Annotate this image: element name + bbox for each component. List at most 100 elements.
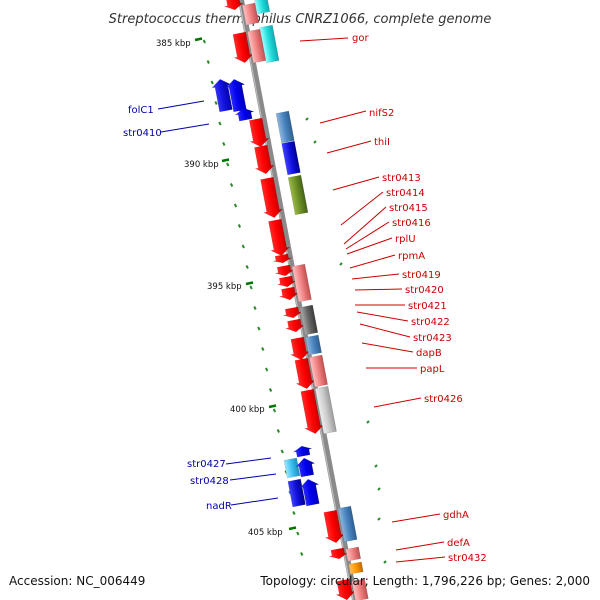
scale-dot xyxy=(261,347,265,351)
topology-text: Topology: circular; Length: 1,796,226 bp… xyxy=(260,574,590,588)
scale-dot xyxy=(265,367,269,372)
gene-label-thiI[interactable]: thiI xyxy=(374,137,390,148)
gene-arrow-str0416[interactable] xyxy=(274,264,295,277)
leader-line xyxy=(160,123,210,133)
gene-arrow-papL-red[interactable] xyxy=(292,357,316,390)
scale-dot xyxy=(202,39,206,44)
gene-label-rplU[interactable]: rplU xyxy=(395,234,416,245)
gene-arrow-top-cyan[interactable] xyxy=(254,0,271,15)
gene-label-str0414[interactable]: str0414 xyxy=(386,188,425,199)
gene-arrow-str0427b[interactable] xyxy=(283,457,301,479)
leader-line xyxy=(332,176,380,191)
leader-line xyxy=(319,110,367,124)
gene-arrow-rpmA[interactable] xyxy=(278,286,300,301)
gene-label-dapB[interactable]: dapB xyxy=(416,348,442,359)
leader-line xyxy=(299,37,349,42)
gene-label-str0422[interactable]: str0422 xyxy=(411,317,450,328)
gene-label-str0420[interactable]: str0420 xyxy=(405,285,444,296)
accession-text: Accession: NC_006449 xyxy=(9,574,146,588)
gene-label-str0415[interactable]: str0415 xyxy=(389,203,428,214)
gene-label-papL[interactable]: papL xyxy=(420,364,445,375)
gene-arrow-bottom-red[interactable] xyxy=(334,578,356,600)
leader-line xyxy=(391,513,441,523)
gene-arrow-nifS2[interactable] xyxy=(275,110,295,144)
gene-arrow-str0413[interactable] xyxy=(287,174,309,216)
gene-arrow-str0414[interactable] xyxy=(266,218,291,258)
gene-arrow-nadR-b[interactable] xyxy=(299,477,323,507)
gene-arrow-thiI-red[interactable] xyxy=(251,144,275,175)
scale-dot xyxy=(226,162,230,167)
scale-dot xyxy=(272,408,277,413)
gene-arrow-dapB[interactable] xyxy=(305,334,322,356)
leader-line xyxy=(345,221,390,250)
gene-arrow-gdhA[interactable] xyxy=(337,505,358,543)
gene-arrow-rplU[interactable] xyxy=(276,275,297,288)
tick-label-405: 405 kbp xyxy=(248,528,283,538)
gene-label-str0413[interactable]: str0413 xyxy=(382,173,421,184)
leader-line xyxy=(373,397,422,408)
gene-label-gor[interactable]: gor xyxy=(352,33,369,44)
tick-label-395: 395 kbp xyxy=(207,282,242,292)
tick-label-385: 385 kbp xyxy=(156,39,191,49)
gene-arrow-gdhA-red[interactable] xyxy=(321,509,346,545)
kbp-tick-mark xyxy=(268,404,277,409)
gene-arrow-top-pink[interactable] xyxy=(242,2,260,26)
scale-dot xyxy=(257,326,261,331)
gene-label-str0427[interactable]: str0427 xyxy=(187,459,226,470)
tick-label-400: 400 kbp xyxy=(230,405,265,415)
gene-arrow-str0427[interactable] xyxy=(292,444,313,458)
gene-arrow-dapB-red[interactable] xyxy=(288,336,311,361)
leader-line xyxy=(157,100,205,110)
gene-arrow-str0413-red[interactable] xyxy=(258,176,284,220)
gene-arrow-str0426[interactable] xyxy=(314,385,337,435)
gene-arrow-str0419[interactable] xyxy=(291,263,312,303)
scale-dot xyxy=(339,262,343,266)
gene-arrow-gor[interactable] xyxy=(230,31,254,64)
gene-label-nadR[interactable]: nadR xyxy=(206,501,232,512)
scale-dot xyxy=(296,531,300,536)
scale-dot xyxy=(383,560,387,564)
scale-dot xyxy=(276,429,280,433)
gene-arrow-bottom-pink[interactable] xyxy=(351,578,369,600)
gene-label-gdhA[interactable]: gdhA xyxy=(443,510,469,521)
gene-arrow-str0421[interactable] xyxy=(282,306,303,319)
gene-arrow-str0420[interactable] xyxy=(299,304,319,336)
gene-label-str0419[interactable]: str0419 xyxy=(402,270,441,281)
gene-label-str0410[interactable]: str0410 xyxy=(123,128,162,139)
gene-label-str0421[interactable]: str0421 xyxy=(408,301,447,312)
leader-line xyxy=(340,191,384,226)
gene-arrow-str0432[interactable] xyxy=(348,561,364,575)
gene-arrow-nadR-a[interactable] xyxy=(287,478,306,508)
leader-line xyxy=(356,311,409,322)
gene-arrow-gor-cyan[interactable] xyxy=(259,24,280,64)
genome-axis xyxy=(238,0,358,600)
gene-arrow-thiI[interactable] xyxy=(281,140,301,176)
gene-label-str0423[interactable]: str0423 xyxy=(413,333,452,344)
gene-label-str0416[interactable]: str0416 xyxy=(392,218,431,229)
gene-arrow-str0426-red[interactable] xyxy=(298,388,325,436)
scale-dot xyxy=(313,140,317,144)
genome-axis-highlight xyxy=(238,0,354,600)
gene-arrow-defA[interactable] xyxy=(345,546,362,562)
gene-arrow-str0410[interactable] xyxy=(234,106,255,122)
gene-arrow-str0422[interactable] xyxy=(284,318,306,333)
gene-arrow-papL[interactable] xyxy=(309,354,328,388)
gene-label-str0428[interactable]: str0428 xyxy=(190,476,229,487)
gene-arrow-nifS2-red[interactable] xyxy=(246,117,270,148)
gene-arrow-str0415[interactable] xyxy=(272,253,292,264)
scale-dot xyxy=(280,449,284,454)
gene-label-nifS2[interactable]: nifS2 xyxy=(369,108,394,119)
gene-label-folC1[interactable]: folC1 xyxy=(128,105,154,116)
scale-dot xyxy=(300,552,304,556)
label-leaders xyxy=(157,37,446,563)
gene-arrow-defA-red[interactable] xyxy=(328,547,349,560)
gene-label-defA[interactable]: defA xyxy=(447,538,470,549)
gene-label-rpmA[interactable]: rpmA xyxy=(398,251,425,262)
gene-arrow-top-red[interactable] xyxy=(223,0,245,12)
gene-label-str0432[interactable]: str0432 xyxy=(448,553,487,564)
gene-label-str0426[interactable]: str0426 xyxy=(424,394,463,405)
leader-line xyxy=(351,273,400,280)
leader-line xyxy=(326,140,372,154)
gene-arrow-folC1-b[interactable] xyxy=(225,78,250,113)
gene-arrow-str0428[interactable] xyxy=(295,456,317,478)
